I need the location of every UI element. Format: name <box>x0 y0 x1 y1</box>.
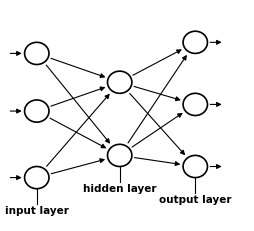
Text: hidden layer: hidden layer <box>83 184 156 194</box>
Circle shape <box>25 42 49 64</box>
Circle shape <box>107 71 132 93</box>
Circle shape <box>183 93 208 116</box>
Text: input layer: input layer <box>5 207 69 216</box>
Circle shape <box>183 155 208 178</box>
Circle shape <box>107 144 132 167</box>
Circle shape <box>183 31 208 53</box>
Text: output layer: output layer <box>159 195 232 205</box>
Circle shape <box>25 167 49 189</box>
Circle shape <box>25 100 49 122</box>
